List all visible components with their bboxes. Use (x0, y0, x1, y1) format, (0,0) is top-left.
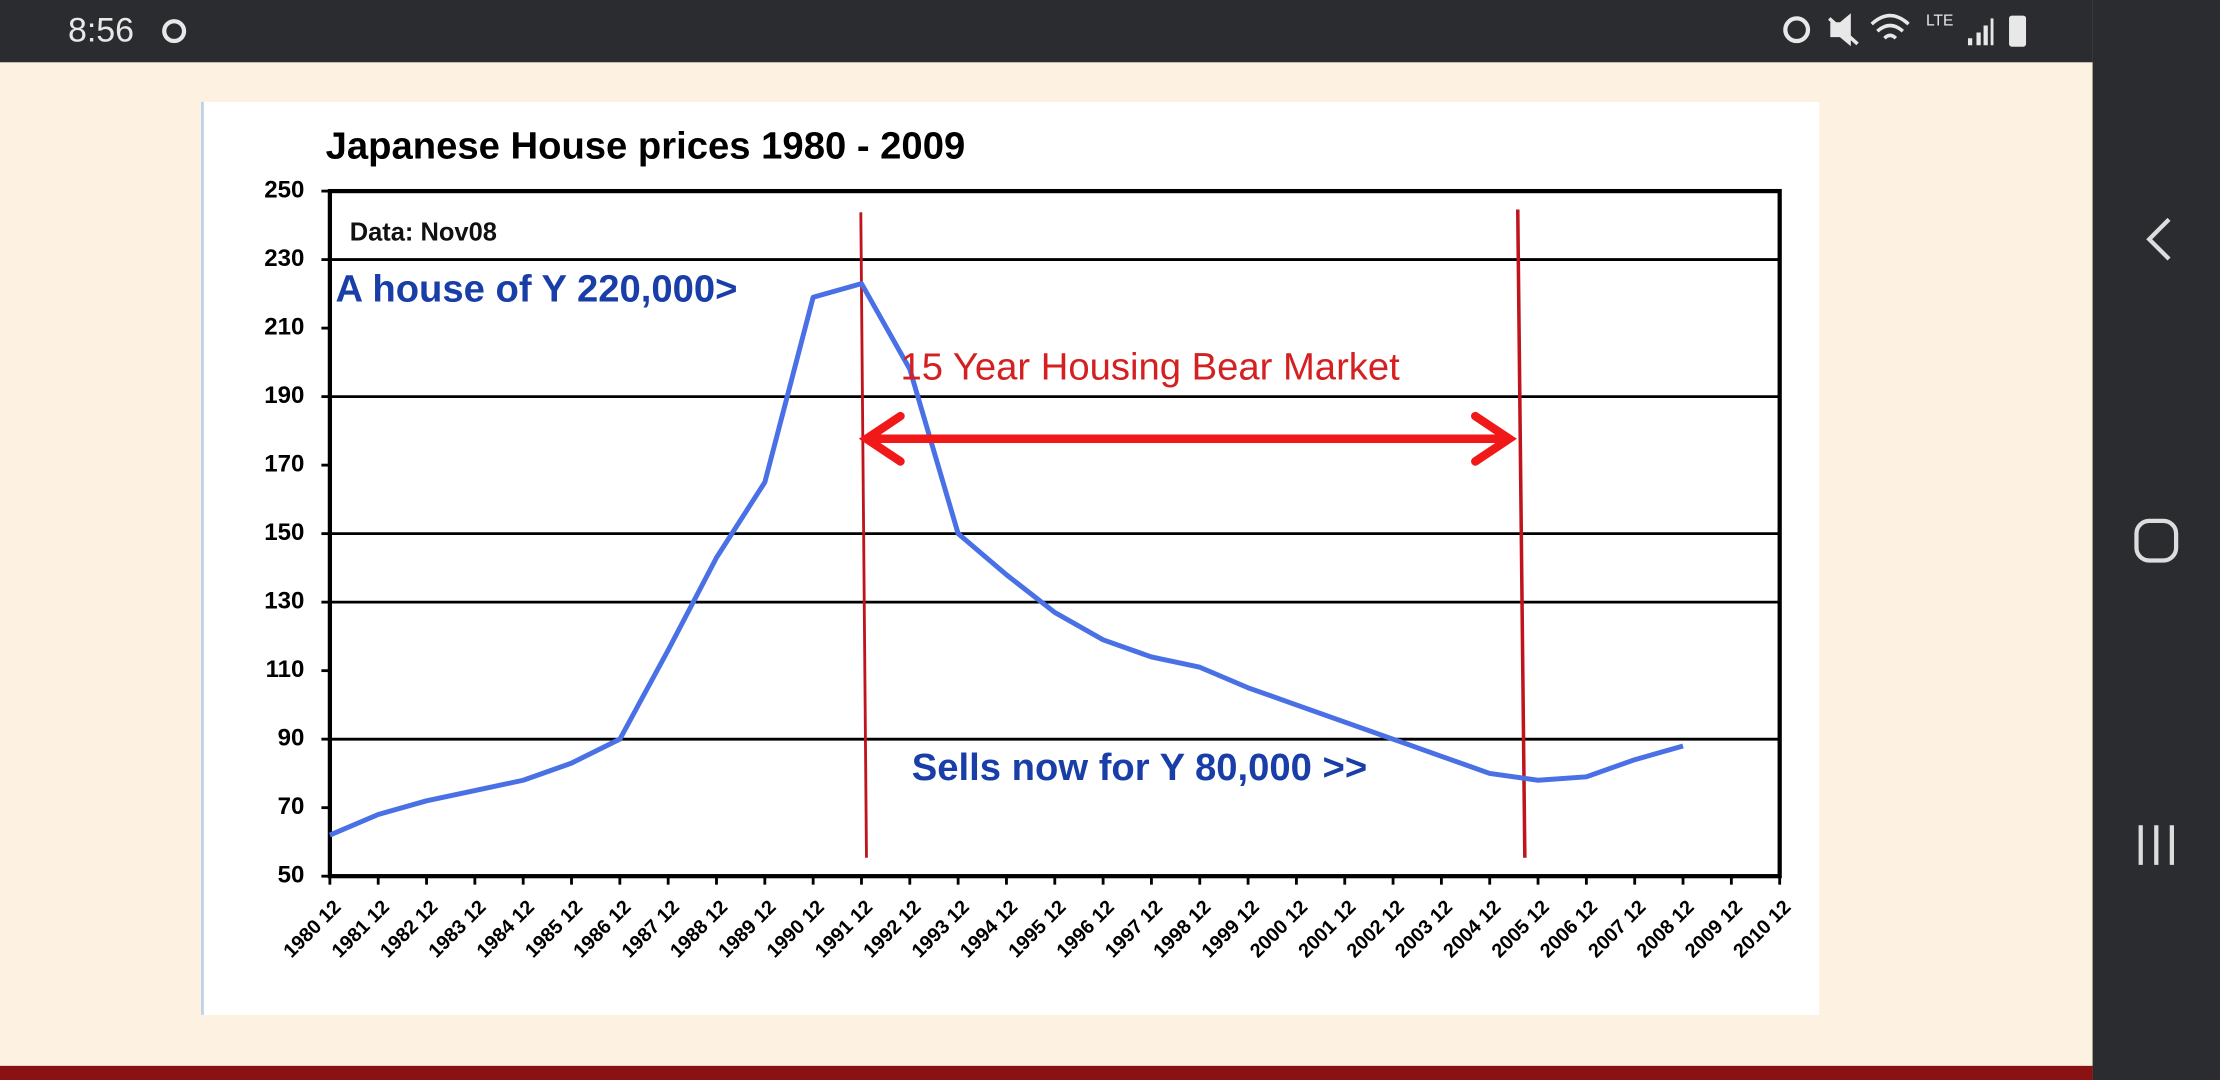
alarm-icon (1783, 16, 1811, 44)
plot-border (327, 188, 1782, 879)
y-tick-label: 110 (266, 656, 305, 683)
wifi-icon (1870, 13, 1910, 40)
battery-icon (2009, 15, 2027, 47)
y-tick-label: 90 (278, 725, 305, 752)
back-button[interactable] (2146, 217, 2171, 261)
mute-icon (1828, 13, 1859, 47)
chart-title: Japanese House prices 1980 - 2009 (326, 125, 966, 168)
signal-icon (1967, 18, 1994, 46)
network-type: LTE (1926, 12, 1953, 29)
annotation: 15 Year Housing Bear Market (900, 346, 1400, 389)
y-tick-label: 190 (264, 382, 304, 409)
divider (0, 1065, 2093, 1080)
clock: 8:56 (68, 12, 134, 50)
nav-bar (2092, 0, 2220, 1080)
settings-icon (162, 19, 187, 44)
y-tick-label: 130 (264, 588, 304, 615)
peak-marker (859, 212, 868, 858)
y-tick-label: 150 (264, 519, 304, 546)
trough-marker (1515, 209, 1527, 858)
y-tick-label: 210 (264, 313, 304, 340)
annotation: Data: Nov08 (350, 218, 497, 246)
home-button[interactable] (2134, 518, 2179, 563)
y-tick-label: 50 (278, 862, 305, 889)
y-tick-label: 170 (264, 450, 304, 477)
status-bar (0, 0, 2093, 63)
y-tick-label: 230 (264, 245, 304, 272)
annotation: Sells now for Y 80,000 >> (912, 746, 1367, 789)
annotation: A house of Y 220,000> (336, 268, 738, 311)
bear-arrow (858, 411, 1517, 466)
recents-button[interactable] (2138, 825, 2174, 865)
price-line (328, 281, 1684, 838)
y-tick-label: 70 (278, 793, 305, 820)
y-tick-label: 250 (264, 176, 304, 203)
